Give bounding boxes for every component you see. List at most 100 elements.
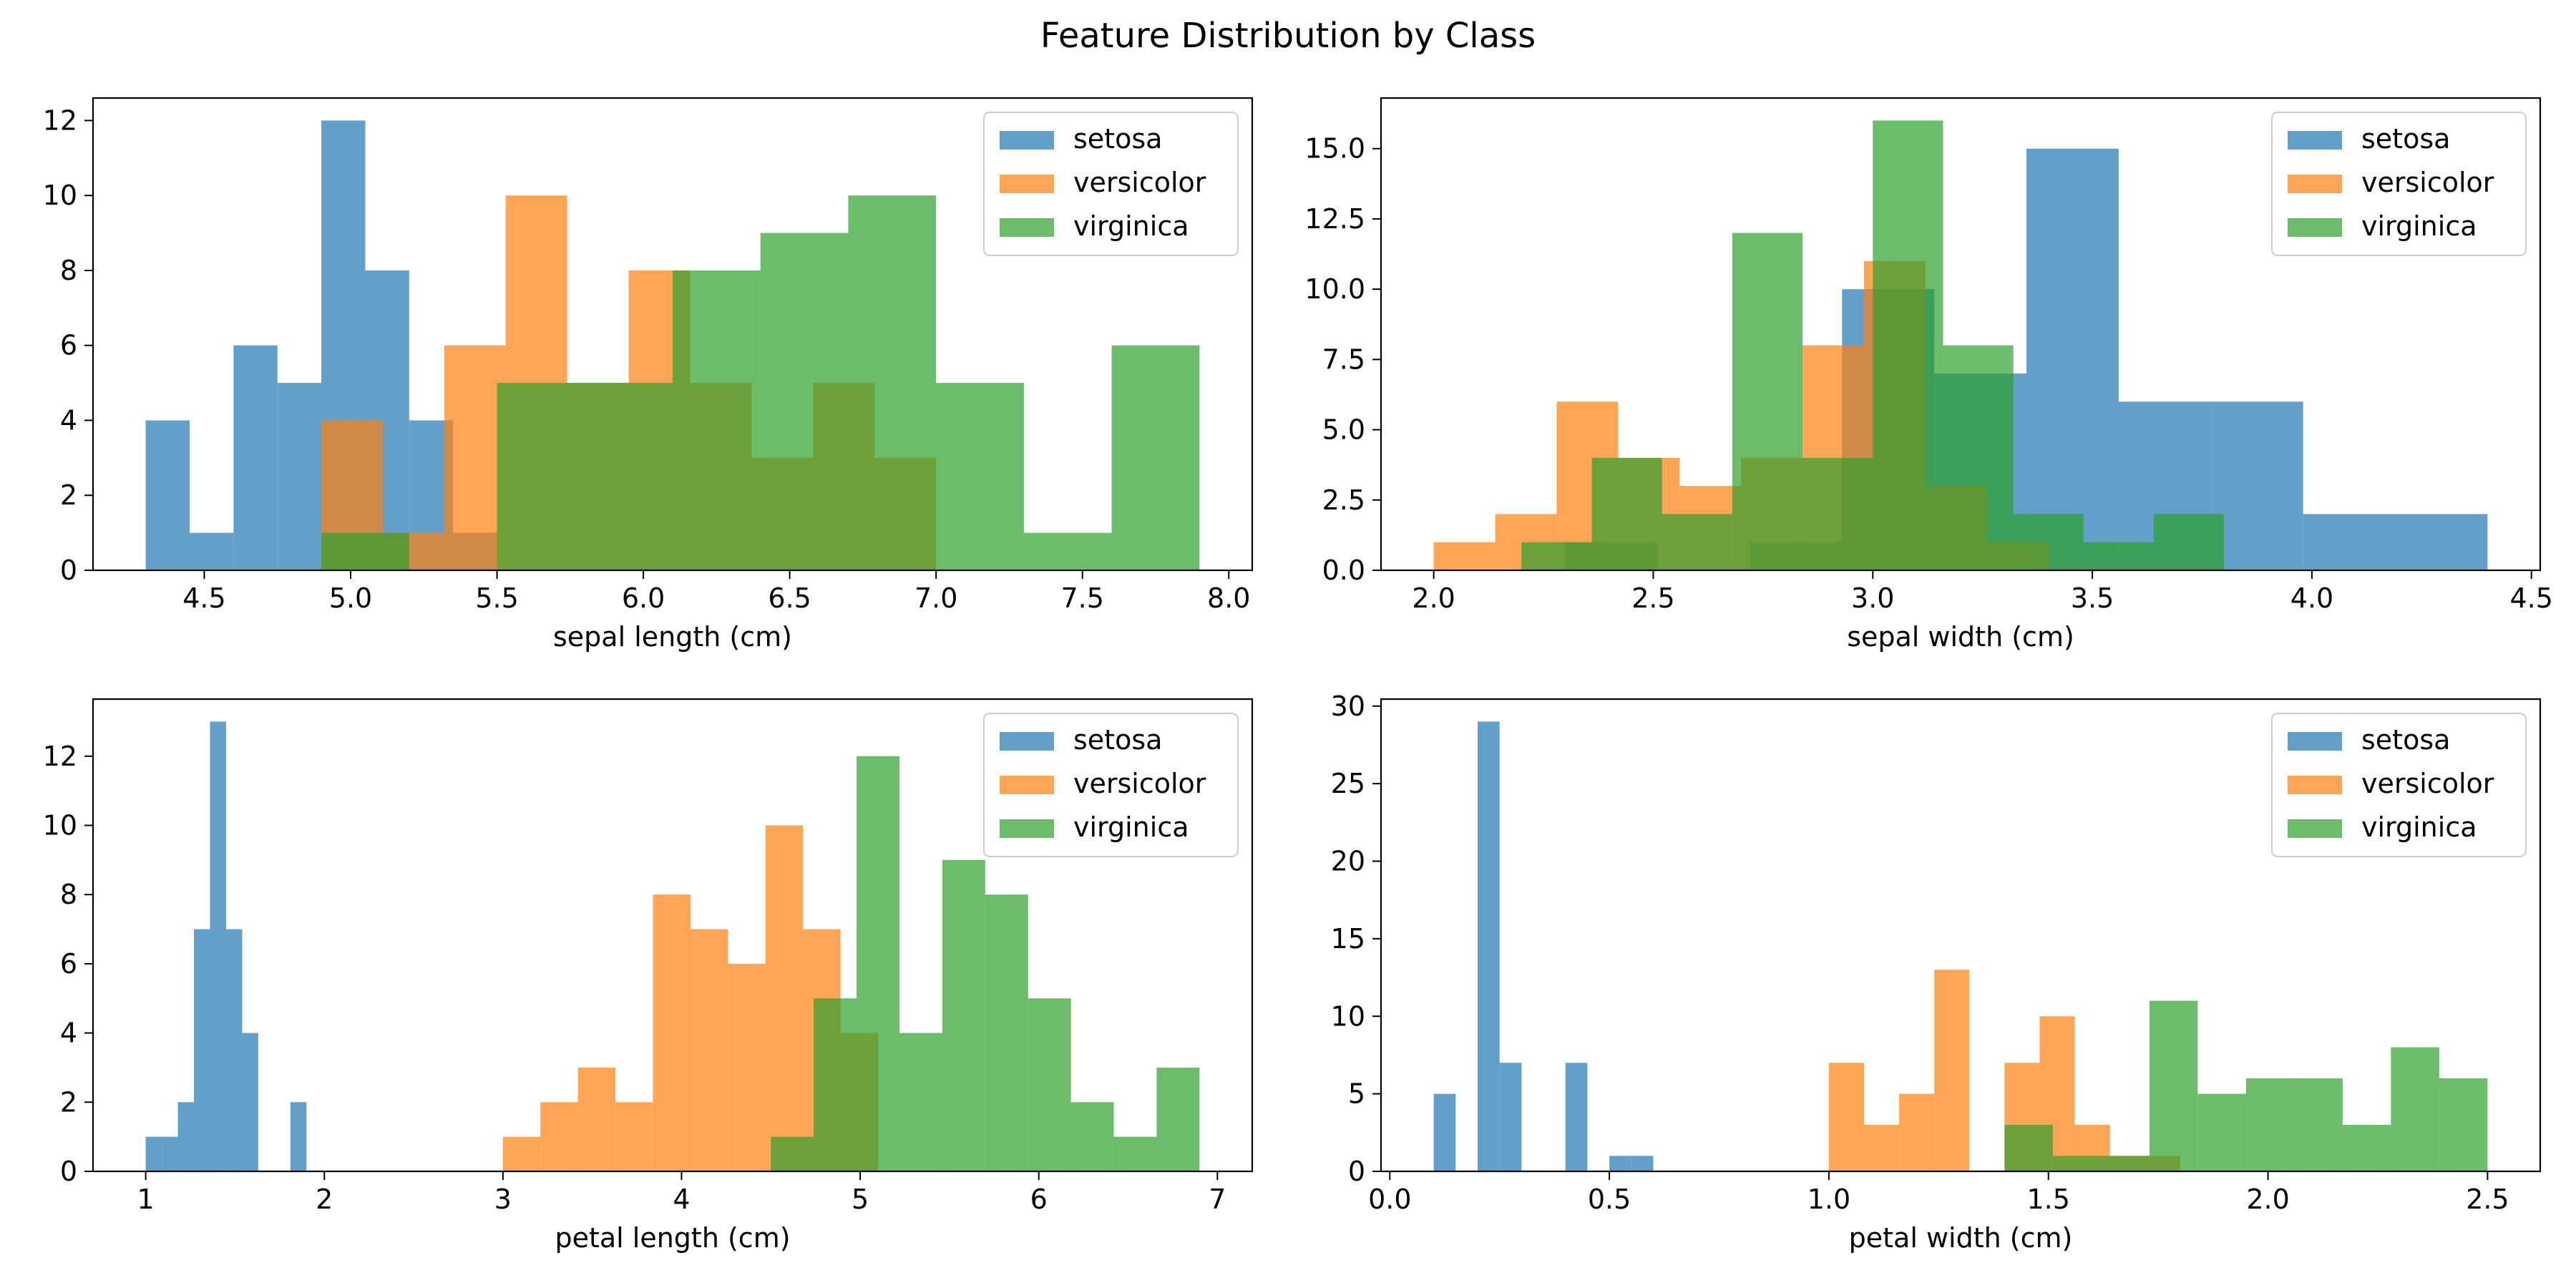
y-tick-label: 15 (1331, 923, 1365, 955)
bar-virginica (2013, 514, 2084, 570)
bar-versicolor (1433, 542, 1496, 570)
legend-label-versicolor: versicolor (2361, 768, 2494, 799)
x-tick-label: 3 (494, 1184, 512, 1215)
bar-setosa (277, 383, 322, 570)
bar-versicolor (653, 894, 691, 1171)
legend-label-virginica: virginica (2361, 210, 2477, 242)
axes-frame (92, 97, 1254, 572)
y-tick-label: 12 (43, 741, 77, 772)
legend-swatch-versicolor (1000, 175, 1054, 193)
x-axis-label: sepal width (cm) (1847, 621, 2074, 653)
y-tick-label: 0 (60, 1156, 77, 1187)
x-tick-label: 4.5 (182, 582, 225, 614)
legend-label-setosa: setosa (2361, 123, 2450, 155)
x-tick-label: 8.0 (1207, 582, 1250, 614)
bar-versicolor (1828, 1063, 1864, 1171)
legend-label-virginica: virginica (1073, 811, 1189, 843)
legend-swatch-setosa (1000, 732, 1054, 751)
y-tick-label: 6 (60, 330, 77, 361)
axes-frame (92, 698, 1254, 1173)
bar-setosa (1609, 1156, 1631, 1171)
y-tick-label: 10 (1331, 1000, 1365, 1032)
series-setosa (1433, 721, 1654, 1171)
bar-setosa (242, 1033, 258, 1171)
bar-versicolor (1934, 970, 1970, 1171)
legend-label-setosa: setosa (2361, 724, 2450, 756)
bar-setosa (1499, 1063, 1522, 1171)
bar-virginica (1113, 1136, 1157, 1171)
bar-virginica (2004, 1124, 2053, 1171)
bar-virginica (857, 756, 900, 1171)
y-tick-label: 7.5 (1322, 343, 1365, 375)
bar-virginica (497, 383, 585, 570)
bar-virginica (1732, 233, 1803, 570)
legend-label-virginica: virginica (2361, 811, 2477, 843)
x-tick-label: 2 (316, 1184, 333, 1215)
legend-swatch-virginica (1000, 819, 1054, 838)
bar-virginica (2342, 1124, 2391, 1171)
bar-versicolor (502, 1136, 541, 1171)
x-tick-label: 7.0 (914, 582, 957, 614)
bar-setosa (177, 1102, 195, 1171)
legend-swatch-virginica (2288, 218, 2342, 237)
bar-setosa (2210, 401, 2303, 570)
bar-versicolor (540, 1102, 578, 1171)
bar-virginica (1028, 998, 1071, 1171)
bar-virginica (321, 532, 409, 570)
bar-virginica (2197, 1093, 2246, 1171)
bar-virginica (585, 383, 673, 570)
x-tick-label: 6 (1030, 1184, 1048, 1215)
axes-frame (1380, 698, 2542, 1173)
x-axis-label: petal width (cm) (1849, 1222, 2073, 1254)
x-tick-label: 0.0 (1368, 1184, 1411, 1215)
y-tick-label: 4 (60, 1018, 77, 1049)
y-tick-label: 10.0 (1304, 273, 1365, 305)
y-tick-label: 12 (43, 104, 77, 136)
x-tick-label: 3.5 (2071, 582, 2114, 614)
legend-swatch-versicolor (1000, 776, 1054, 794)
bar-virginica (760, 233, 849, 570)
y-tick-label: 10 (43, 180, 77, 211)
bar-setosa (1478, 721, 1500, 1171)
legend: setosa versicolor virginica (2271, 713, 2527, 857)
legend-label-virginica: virginica (1073, 210, 1189, 242)
bar-virginica (1943, 345, 2014, 570)
x-tick-label: 5.5 (475, 582, 518, 614)
legend-swatch-virginica (2288, 819, 2342, 838)
bar-virginica (1591, 457, 1662, 570)
bar-virginica (2439, 1078, 2488, 1171)
axes-frame (1380, 97, 2542, 572)
bar-setosa (145, 420, 190, 570)
x-tick-label: 4.0 (2290, 582, 2333, 614)
y-tick-label: 25 (1331, 768, 1365, 799)
legend-label-versicolor: versicolor (1073, 768, 1206, 799)
bar-versicolor (728, 963, 766, 1171)
y-tick-label: 0 (1348, 1156, 1365, 1187)
x-axis-label: sepal length (cm) (553, 621, 792, 653)
x-tick-label: 7.5 (1061, 582, 1104, 614)
y-tick-label: 10 (43, 809, 77, 841)
x-tick-label: 1 (137, 1184, 155, 1215)
bar-virginica (2154, 514, 2225, 570)
bar-setosa (194, 929, 210, 1171)
bar-virginica (899, 1033, 942, 1171)
x-tick-label: 4.5 (2510, 582, 2553, 614)
bar-setosa (225, 929, 243, 1171)
y-tick-label: 2 (60, 1086, 77, 1118)
y-tick-label: 12.5 (1304, 203, 1365, 235)
bar-virginica (771, 1136, 814, 1171)
bar-virginica (942, 859, 985, 1171)
bar-virginica (2391, 1047, 2439, 1171)
bar-virginica (2149, 1000, 2198, 1171)
bar-setosa (233, 345, 278, 570)
chart-sepal-length: 4.5 5.0 5.5 6.0 6.5 7.0 7.5 8.0 0 2 4 6 8 10 12 sepal l… (43, 97, 1254, 653)
x-tick-label: 2.5 (2466, 1184, 2509, 1215)
x-tick-label: 6.0 (622, 582, 665, 614)
bar-virginica (2101, 1156, 2150, 1171)
bar-virginica (1802, 457, 1873, 570)
y-tick-label: 5.0 (1322, 414, 1365, 446)
bar-setosa (290, 1102, 307, 1171)
y-tick-label: 20 (1331, 846, 1365, 877)
bar-versicolor (1899, 1093, 1935, 1171)
y-tick-label: 0.0 (1322, 555, 1365, 586)
